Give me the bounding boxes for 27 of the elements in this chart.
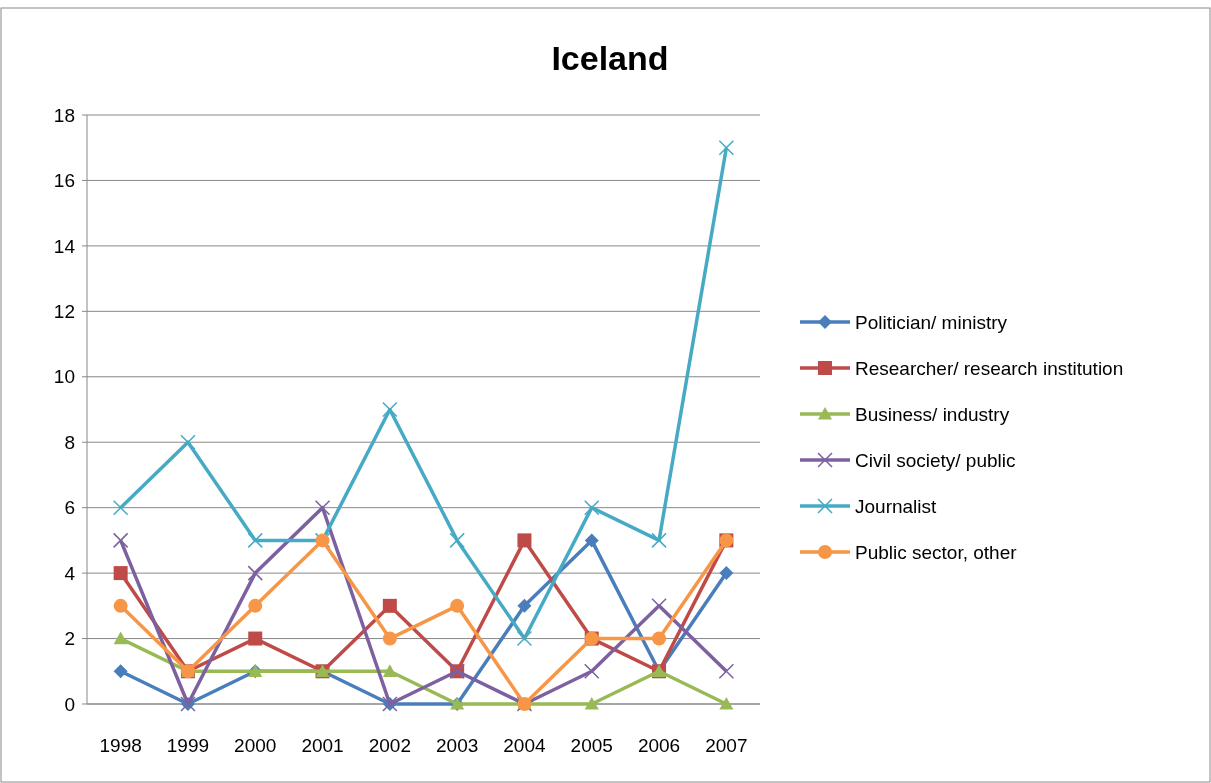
y-tick-label: 14 — [53, 235, 76, 257]
y-tick-label: 8 — [64, 431, 75, 453]
x-tick-label: 2000 — [234, 735, 277, 756]
x-tick-label: 2005 — [570, 735, 613, 756]
legend-label: Civil society/ public — [855, 449, 1016, 471]
x-tick-label: 2002 — [368, 735, 411, 756]
y-tick-label: 0 — [64, 693, 75, 715]
legend-label: Politician/ ministry — [855, 311, 1008, 333]
x-tick-label: 2001 — [301, 735, 344, 756]
x-tick-label: 2006 — [637, 735, 681, 756]
y-tick-label: 16 — [53, 170, 75, 192]
chart-title: Iceland — [551, 39, 669, 77]
y-tick-label: 4 — [64, 562, 76, 584]
legend-label: Journalist — [855, 495, 938, 517]
y-tick-label: 2 — [64, 628, 75, 650]
x-tick-label: 2004 — [503, 735, 547, 756]
y-tick-label: 10 — [53, 366, 75, 388]
legend-label: Public sector, other — [855, 541, 1018, 563]
legend-label: Business/ industry — [855, 403, 1010, 425]
legend-label: Researcher/ research institution — [855, 357, 1124, 379]
y-tick-label: 18 — [53, 104, 75, 126]
y-tick-label: 6 — [64, 497, 75, 519]
x-tick-label: 2003 — [436, 735, 479, 756]
x-tick-label: 2007 — [705, 735, 748, 756]
y-tick-label: 12 — [53, 300, 75, 322]
x-tick-label: 1999 — [166, 735, 210, 756]
x-tick-label: 1998 — [99, 735, 142, 756]
